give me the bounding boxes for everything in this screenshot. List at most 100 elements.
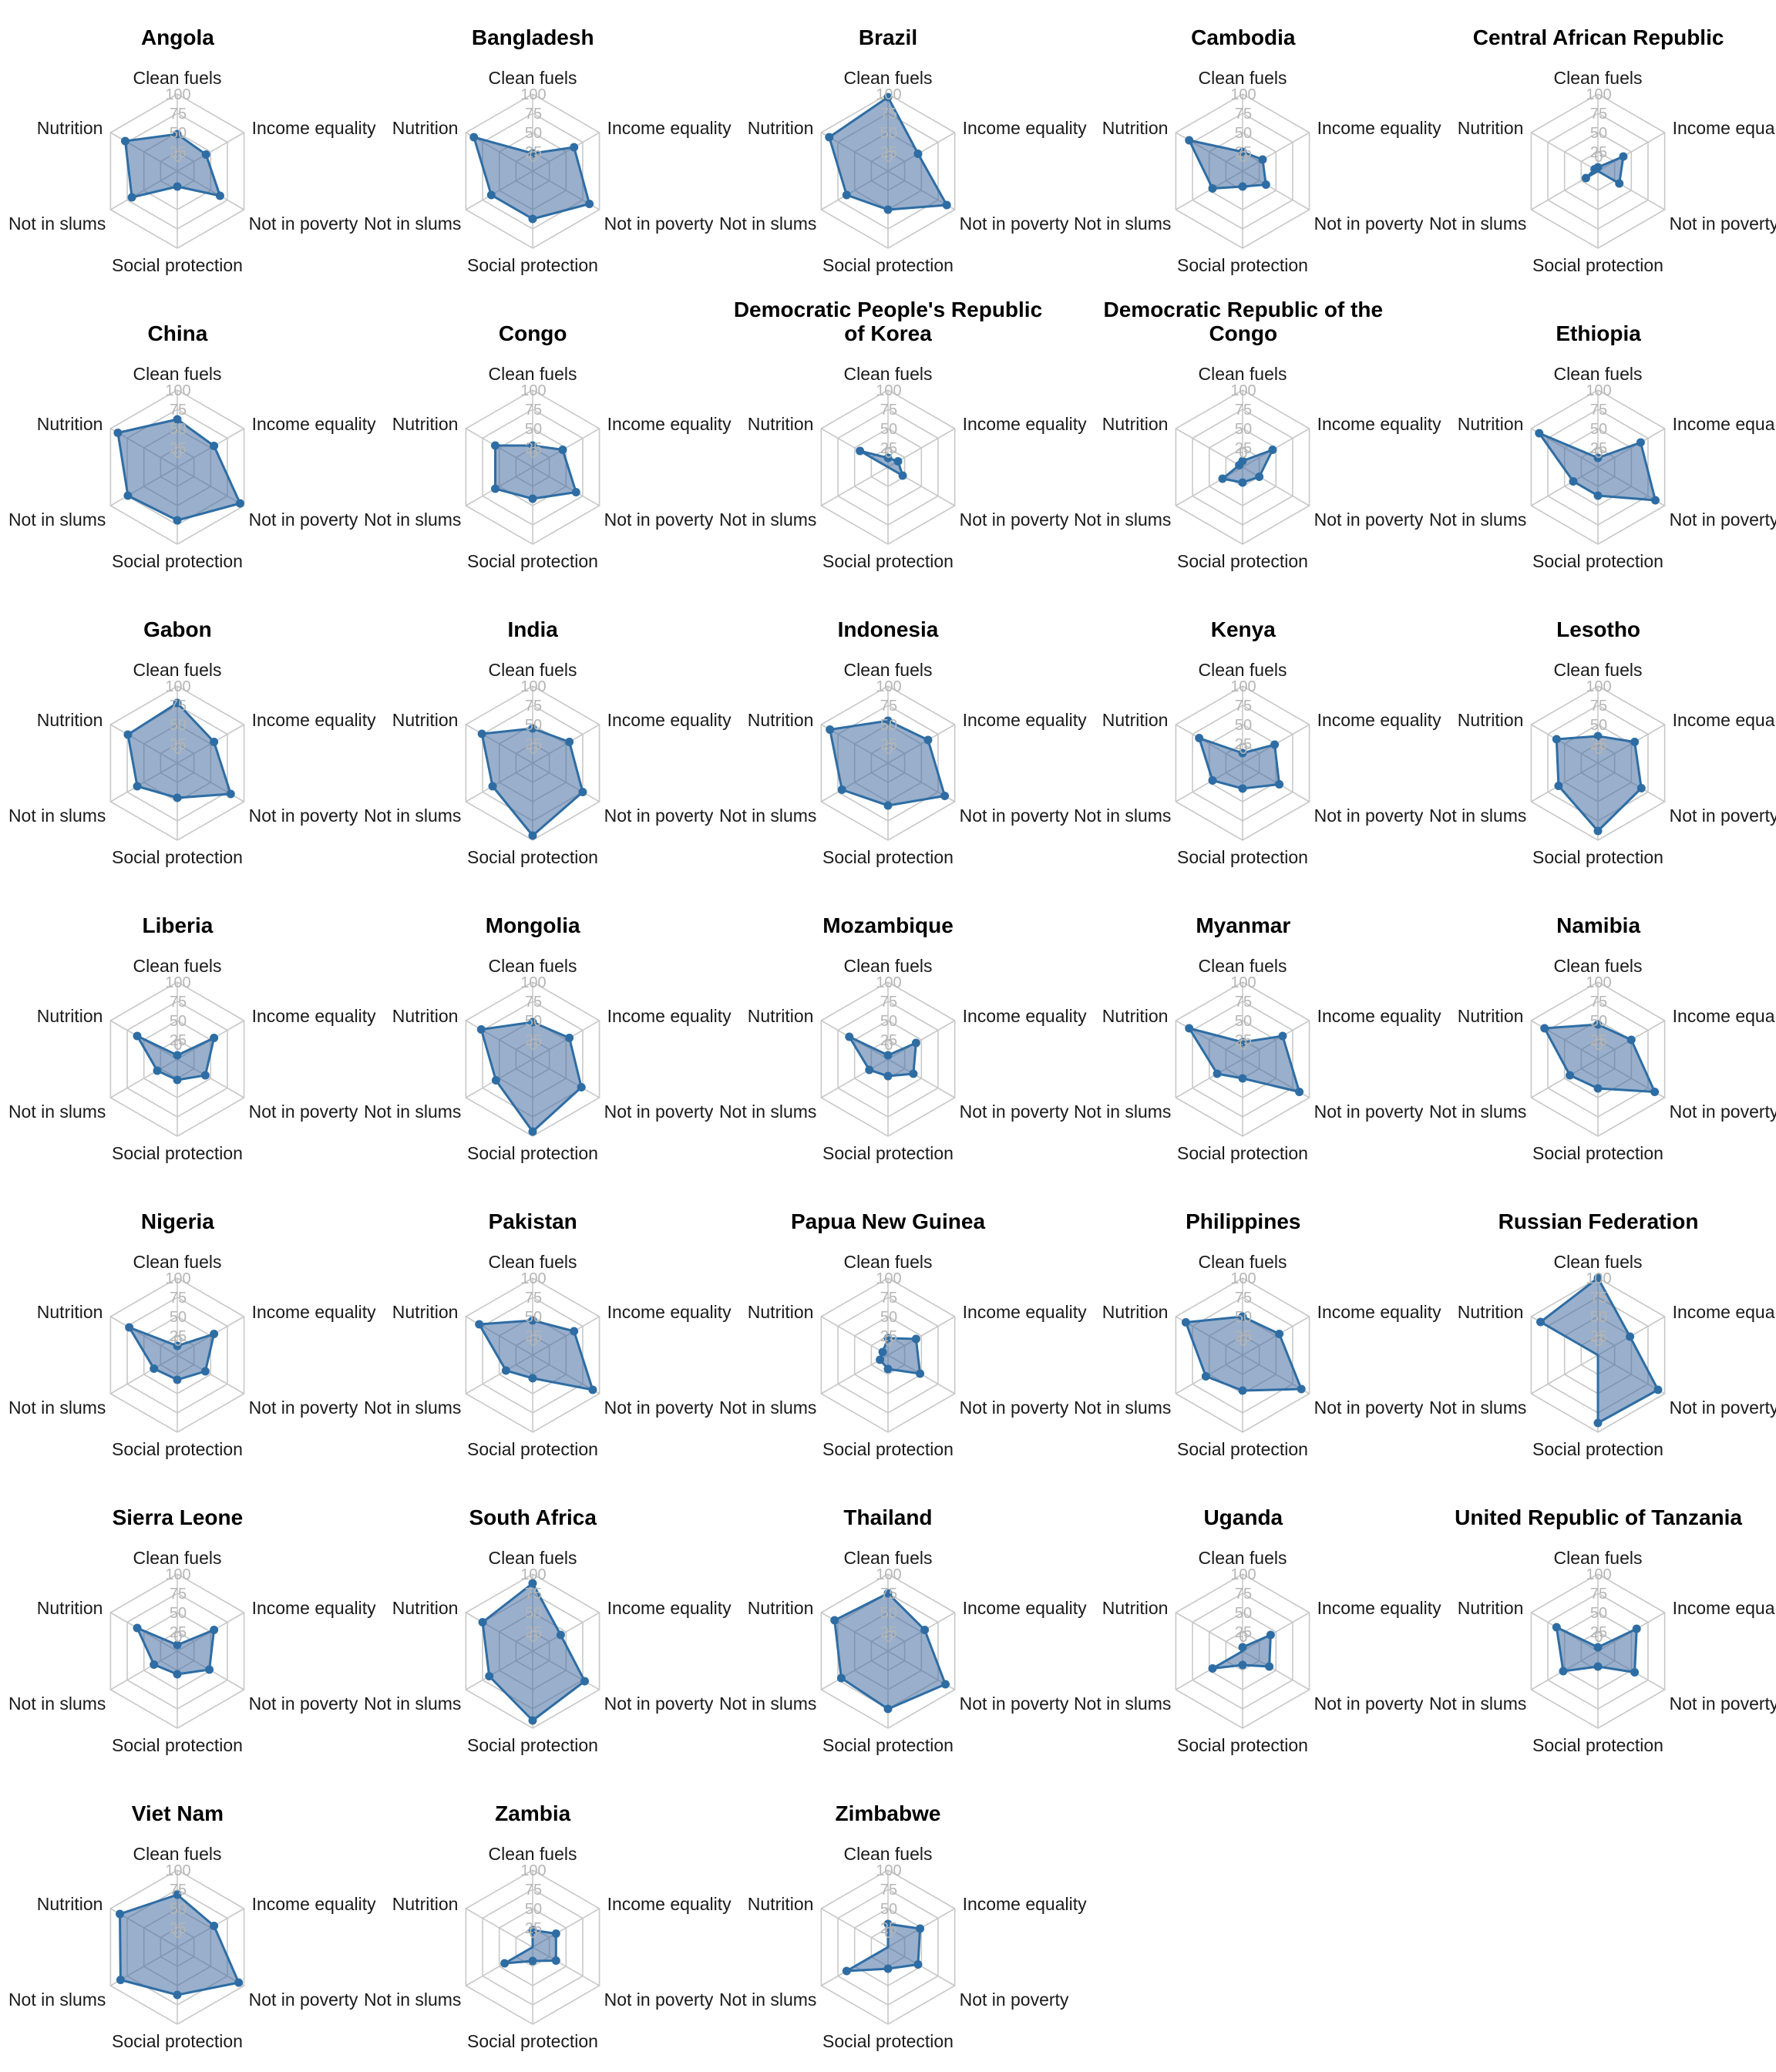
data-point xyxy=(1208,775,1217,785)
data-point xyxy=(855,446,864,456)
chart-title: Papua New Guinea xyxy=(790,1209,986,1233)
axis-label-nutrition: Nutrition xyxy=(37,118,103,138)
tick-label: 100 xyxy=(165,974,190,991)
data-point xyxy=(913,150,923,159)
axis-label-clean-fuels: Clean fuels xyxy=(843,1548,932,1568)
tick-label: 50 xyxy=(170,1309,187,1326)
data-point xyxy=(490,484,500,493)
tick-label: 0 xyxy=(884,1629,893,1646)
axis-label-not-in-poverty: Not in poverty xyxy=(604,1694,713,1714)
axis-label-not-in-slums: Not in slums xyxy=(364,806,461,826)
data-point xyxy=(123,491,133,500)
data-point xyxy=(173,698,182,708)
grid-spoke xyxy=(465,1908,533,1948)
data-point xyxy=(588,1385,597,1394)
tick-label: 50 xyxy=(1590,1309,1607,1326)
data-point xyxy=(1238,1643,1247,1652)
tick-label: 50 xyxy=(170,421,187,438)
axis-label-nutrition: Nutrition xyxy=(1458,414,1524,434)
radar-chart-angola: Angola 0 25 50 75 100 Clean fuels Income equali… xyxy=(0,0,376,296)
tick-label: 25 xyxy=(170,1032,187,1049)
tick-label: 25 xyxy=(525,1624,542,1641)
data-point xyxy=(173,793,182,802)
axis-label-income-equality: Income equality xyxy=(1317,1302,1441,1322)
data-point xyxy=(1185,136,1194,145)
data-point xyxy=(569,143,578,152)
chart-title: Zimbabwe xyxy=(835,1801,941,1825)
tick-label: 75 xyxy=(1590,106,1607,123)
axis-label-income-equality: Income equality xyxy=(1673,710,1776,730)
axis-label-nutrition: Nutrition xyxy=(1102,414,1169,434)
axis-label-not-in-poverty: Not in poverty xyxy=(604,806,713,826)
data-point xyxy=(1552,1623,1561,1632)
data-point xyxy=(200,1071,210,1080)
axis-label-not-in-poverty: Not in poverty xyxy=(959,214,1068,234)
data-point xyxy=(210,1034,219,1043)
tick-label: 50 xyxy=(1590,717,1607,734)
data-point xyxy=(1195,734,1204,743)
tick-label: 100 xyxy=(1231,678,1256,695)
data-point xyxy=(133,1623,142,1633)
tick-label: 100 xyxy=(165,1862,190,1879)
axis-label-not-in-poverty: Not in poverty xyxy=(959,1102,1068,1122)
data-point xyxy=(1185,1024,1194,1033)
axis-label-nutrition: Nutrition xyxy=(747,1894,813,1914)
axis-label-clean-fuels: Clean fuels xyxy=(488,956,577,976)
tick-label: 25 xyxy=(525,736,542,753)
tick-label: 50 xyxy=(525,1013,542,1030)
radar-chart-uganda: Uganda 0 25 50 75 100 Clean fuels Income equali… xyxy=(1065,1480,1441,1776)
tick-label: 0 xyxy=(1240,1037,1248,1054)
data-point xyxy=(564,738,574,747)
axis-label-social-protection: Social protection xyxy=(1177,551,1308,571)
axis-label-not-in-slums: Not in slums xyxy=(1429,1694,1526,1714)
tick-label: 25 xyxy=(1590,1032,1607,1049)
axis-label-social-protection: Social protection xyxy=(112,255,243,275)
axis-label-not-in-poverty: Not in poverty xyxy=(1314,806,1424,826)
axis-label-income-equality: Income equality xyxy=(1673,1302,1776,1322)
tick-label: 50 xyxy=(525,1605,542,1622)
axis-label-income-equality: Income equality xyxy=(607,710,731,730)
data-point xyxy=(1208,183,1217,193)
axis-label-not-in-slums: Not in slums xyxy=(1429,1102,1526,1122)
tick-label: 0 xyxy=(529,1925,537,1942)
axis-label-income-equality: Income equality xyxy=(252,118,376,138)
tick-label: 0 xyxy=(529,445,537,462)
radar-chart-mozambique: Mozambique 0 25 50 75 100 Clean fuels Income eq… xyxy=(711,888,1087,1184)
data-point xyxy=(1593,1662,1603,1671)
radar-chart-liberia: Liberia 0 25 50 75 100 Clean fuels Income equal… xyxy=(0,888,376,1184)
axis-label-not-in-slums: Not in slums xyxy=(1074,1694,1171,1714)
tick-label: 0 xyxy=(1595,1629,1603,1646)
tick-label: 25 xyxy=(170,440,187,457)
axis-label-not-in-slums: Not in slums xyxy=(1074,806,1171,826)
axis-label-income-equality: Income equality xyxy=(1317,1006,1441,1026)
data-point xyxy=(1630,738,1640,747)
axis-label-income-equality: Income equality xyxy=(1673,1006,1776,1026)
data-point xyxy=(571,487,580,496)
radar-chart-democratic-republic-of-the-congo: Democratic Republic of the Congo 0 25 50 75 1… xyxy=(1065,296,1441,592)
tick-label: 50 xyxy=(170,1901,187,1918)
data-point xyxy=(125,1323,134,1332)
tick-label: 75 xyxy=(525,402,542,419)
axis-label-social-protection: Social protection xyxy=(467,1143,598,1163)
data-point xyxy=(558,446,567,455)
data-point xyxy=(116,1975,125,1984)
chart-title: Mongolia xyxy=(485,913,580,937)
axis-label-clean-fuels: Clean fuels xyxy=(133,1252,221,1272)
data-point xyxy=(486,190,496,200)
radar-chart-zimbabwe: Zimbabwe 0 25 50 75 100 Clean fuels Income equa… xyxy=(711,1776,1087,2072)
radar-chart-myanmar: Myanmar 0 25 50 75 100 Clean fuels Income equal… xyxy=(1065,888,1441,1184)
axis-label-nutrition: Nutrition xyxy=(747,1598,813,1618)
axis-label-not-in-poverty: Not in poverty xyxy=(604,1398,713,1418)
data-point xyxy=(1182,1318,1191,1327)
grid-spoke xyxy=(1531,1354,1599,1394)
data-point xyxy=(1202,1371,1211,1381)
tick-label: 25 xyxy=(880,1624,896,1641)
data-point xyxy=(551,1956,560,1965)
tick-label: 25 xyxy=(1590,1624,1607,1641)
data-point xyxy=(875,1355,884,1364)
